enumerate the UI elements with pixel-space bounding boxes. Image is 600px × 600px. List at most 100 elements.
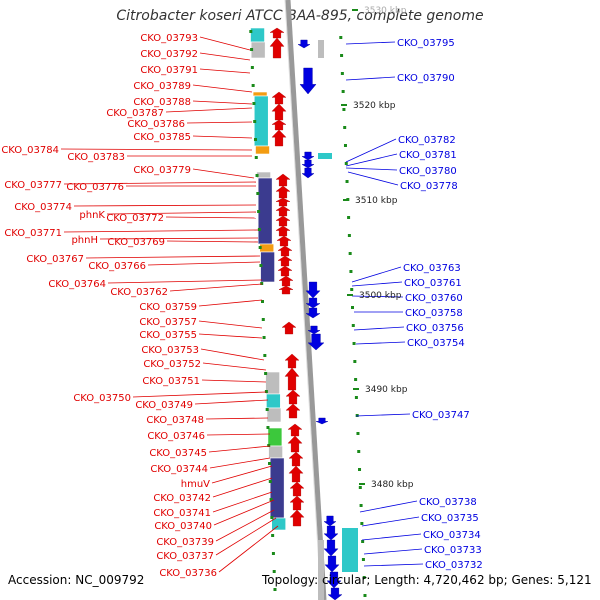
marker-dot-right	[342, 108, 346, 111]
callout-line-left	[205, 417, 269, 420]
cog-block-left-15	[271, 517, 287, 531]
cog-block-left-12	[267, 427, 283, 447]
marker-dot-left	[251, 84, 255, 87]
gene-label-right: CKO_03790	[397, 73, 455, 84]
gene-label-left: CKO_03779	[133, 165, 191, 176]
gene-label-left: CKO_03776	[66, 182, 124, 193]
gene-label-right: CKO_03781	[399, 150, 457, 161]
forward-gene-21	[285, 389, 301, 405]
marker-dot-right	[347, 234, 351, 237]
forward-gene-6	[275, 173, 291, 187]
reverse-gene-16	[327, 587, 343, 600]
callout-line-left	[212, 477, 273, 498]
callout-line-right	[361, 516, 420, 527]
callout-line-left	[63, 181, 257, 185]
forward-gene-19	[284, 353, 300, 369]
gene-label-left: CKO_03757	[139, 317, 197, 328]
reverse-gene-8	[307, 325, 321, 335]
gene-label-left: CKO_03766	[88, 261, 146, 272]
gene-label-left: CKO_03741	[153, 508, 211, 519]
callout-line-left	[99, 237, 259, 240]
reverse-gene-14	[324, 555, 340, 573]
gene-label-left: CKO_03751	[142, 376, 200, 387]
accession-text: Accession: NC_009792	[8, 573, 145, 587]
callout-line-right	[359, 500, 418, 513]
marker-dot-right	[358, 468, 362, 471]
marker-dot-left	[263, 354, 267, 357]
reverse-gene-5	[305, 281, 321, 299]
cog-block-left-11	[266, 407, 282, 423]
callout-line-left	[192, 100, 253, 105]
cog-block-left-0	[250, 27, 265, 43]
reverse-gene-11	[323, 515, 337, 527]
tick-mark	[352, 9, 358, 11]
callout-line-left	[192, 84, 253, 93]
callout-line-left	[107, 279, 263, 284]
tick-label: 3520 kbp	[353, 101, 396, 111]
reverse-gene-2	[301, 151, 315, 161]
marker-dot-right	[354, 396, 358, 399]
backbone-layer	[284, 0, 327, 600]
marker-dot-right	[363, 594, 367, 597]
forward-gene-14	[277, 255, 293, 267]
callout-line-right	[345, 167, 398, 171]
gene-label-left: CKO_03750	[73, 393, 131, 404]
marker-dot-left	[273, 588, 277, 591]
reverse-gray-block-0	[318, 40, 324, 58]
marker-dot-left	[255, 174, 259, 177]
marker-dot-left	[254, 156, 258, 159]
forward-gene-15	[277, 265, 293, 277]
forward-gene-27	[289, 481, 305, 497]
forward-gene-2	[271, 91, 287, 105]
marker-dot-right	[352, 342, 356, 345]
marker-dot-right	[340, 72, 344, 75]
gene-label-left: CKO_03787	[106, 108, 164, 119]
genome-backbone	[285, 0, 327, 600]
marker-dot-left	[261, 318, 265, 321]
tick-label: 3500 kbp	[359, 291, 402, 301]
forward-gene-10	[275, 215, 291, 227]
callout-layer	[60, 36, 424, 573]
marker-dot-right	[353, 360, 357, 363]
callout-line-left	[186, 121, 253, 124]
marker-dot-left	[271, 534, 275, 537]
marker-dot-left	[266, 426, 270, 429]
marker-dot-right	[347, 216, 351, 219]
callout-line-left	[165, 107, 253, 113]
cog-block-right-1	[342, 528, 358, 572]
callout-line-right	[363, 548, 423, 555]
callout-line-left	[169, 283, 263, 292]
forward-gene-4	[271, 119, 287, 131]
callout-line-left	[192, 168, 255, 179]
callout-line-left	[213, 499, 275, 526]
marker-dot-left	[257, 210, 261, 213]
reverse-gene-10	[315, 417, 329, 425]
gene-label-left: CKO_03793	[140, 33, 198, 44]
gene-label-right: CKO_03758	[405, 308, 463, 319]
reverse-gene-1	[299, 67, 317, 95]
marker-dot-right	[339, 36, 343, 39]
marker-dot-right	[348, 252, 352, 255]
gene-label-right: CKO_03782	[398, 135, 456, 146]
callout-line-left	[60, 148, 253, 151]
gene-label-left: CKO_03783	[67, 152, 125, 163]
gene-label-right: CKO_03735	[421, 513, 479, 524]
forward-gene-26	[288, 465, 304, 483]
marker-dot-right	[361, 558, 365, 561]
marker-dot-right	[354, 378, 358, 381]
marker-dot-left	[268, 462, 272, 465]
gene-label-right: CKO_03795	[397, 38, 455, 49]
callout-line-left	[215, 509, 275, 542]
callout-line-left	[208, 445, 271, 453]
gene-label-left: CKO_03767	[26, 254, 84, 265]
callout-line-left	[192, 135, 253, 139]
gene-label-left: CKO_03769	[107, 237, 165, 248]
gene-label-left: CKO_03772	[106, 213, 164, 224]
marker-dot-left	[258, 246, 262, 249]
marker-dot-left	[261, 300, 264, 303]
marker-dot-right	[361, 540, 365, 543]
cog-layer	[250, 27, 358, 600]
forward-gene-3	[271, 103, 287, 121]
marker-dot-left	[262, 336, 266, 339]
gene-label-left: CKO_03744	[150, 464, 208, 475]
